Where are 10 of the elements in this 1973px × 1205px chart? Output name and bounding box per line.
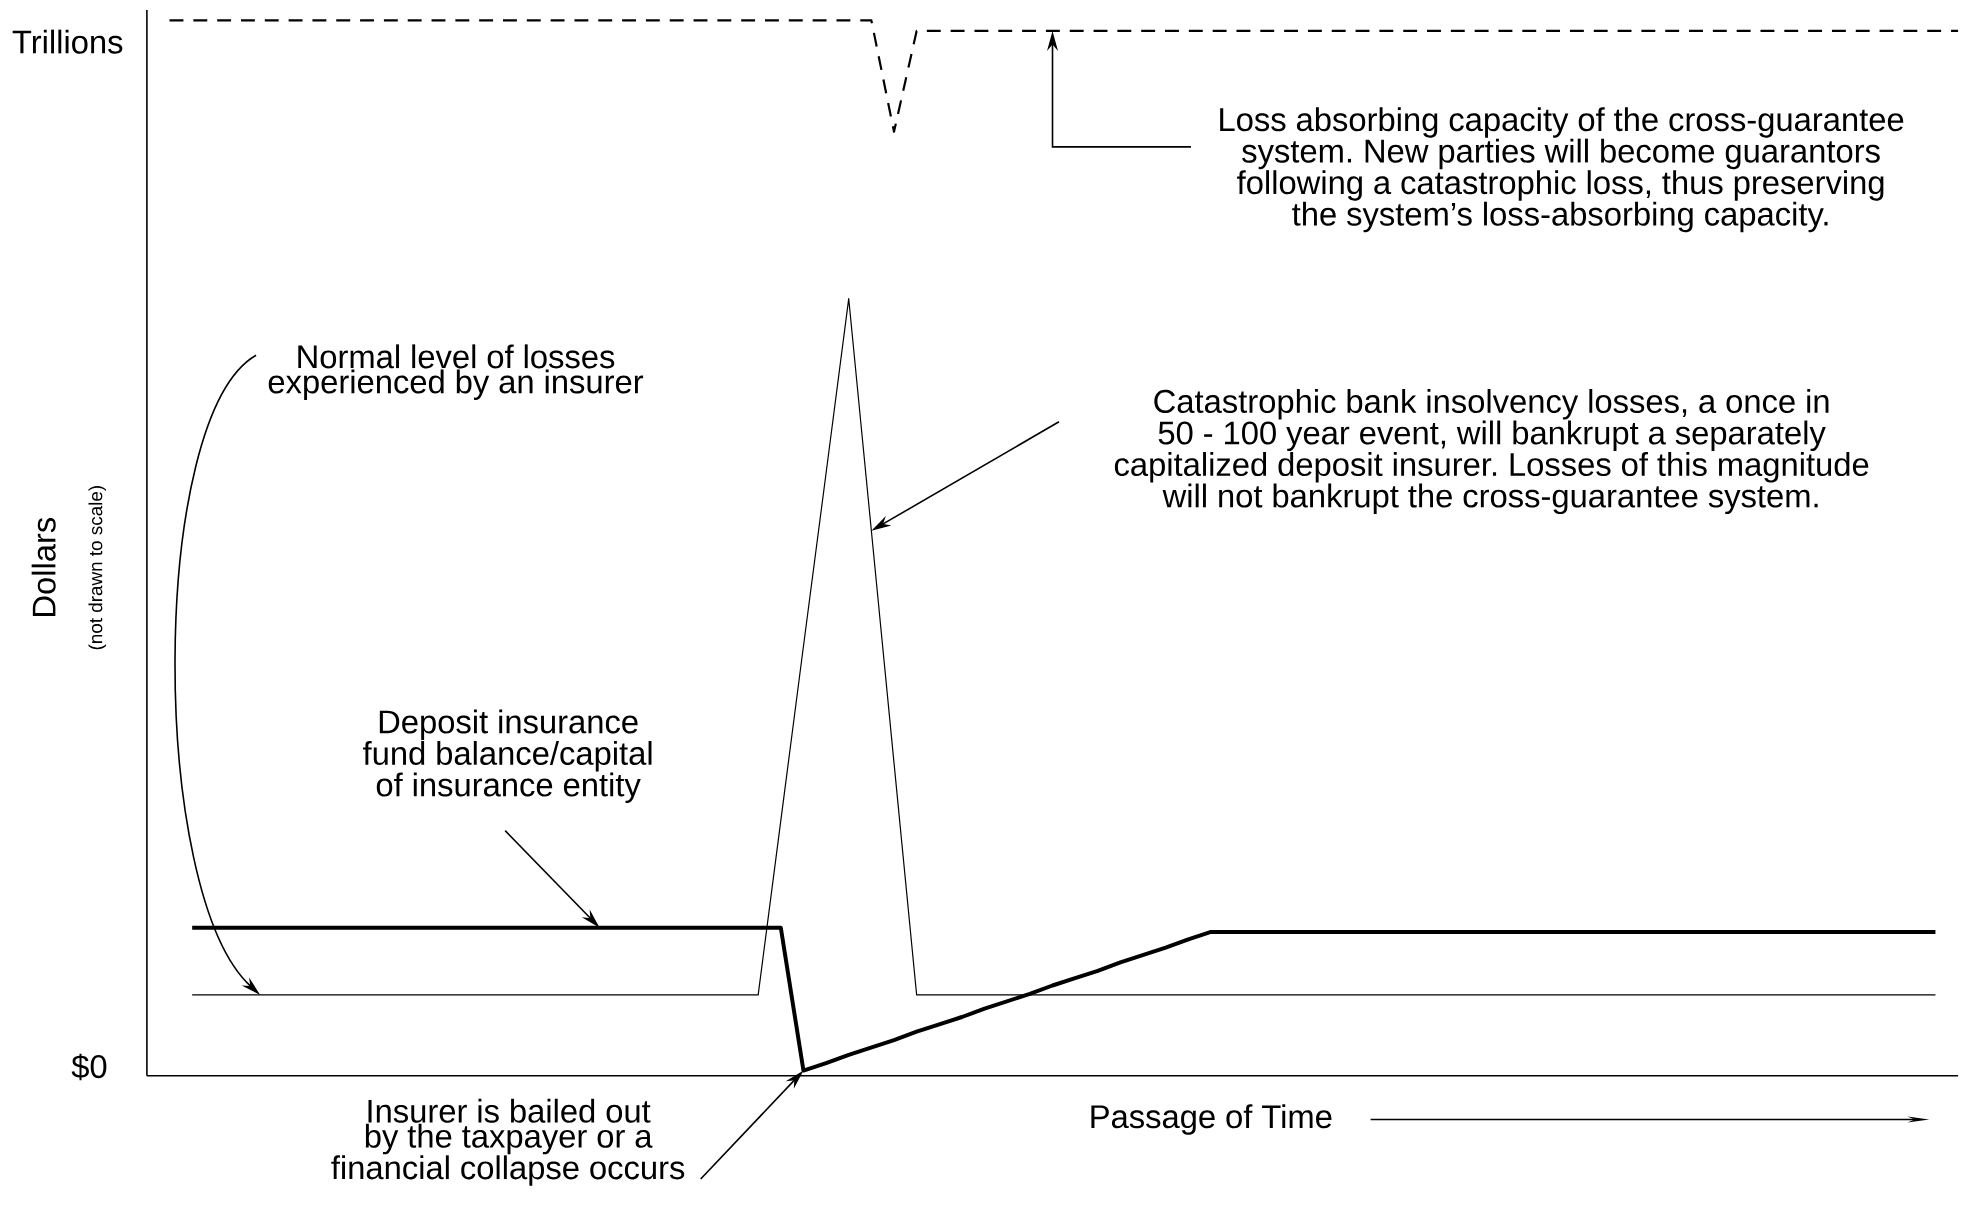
y-axis-title: Dollars (31, 518, 56, 617)
x-axis-title: Passage of Time (1091, 1104, 1332, 1135)
annotation: Deposit insurance fund balance/capital of insurance entity (363, 709, 652, 804)
annotation: Loss absorbing capacity of the cross-guarantee system. New parties will become guarantors following a catastrophic loss, thus preserving the system’s loss-absorbing capacity. (1220, 107, 1904, 233)
annotation: Normal level of losses experienced by an insurer (268, 344, 644, 401)
text: $0 (71, 1053, 107, 1081)
annotation: Catastrophic bank insolvency losses, a once in 50 - 100 year event, will bankrupt a separately capitalized deposit insurer. Losses of this magnitude will not bankrupt the cross-guarantee system. (1114, 389, 1869, 515)
text: Trillions (12, 29, 123, 54)
text: Insurer is bailed out by the taxpayer or a financial collapse occurs (331, 1098, 685, 1186)
text: (not drawn to scale) (88, 486, 107, 650)
